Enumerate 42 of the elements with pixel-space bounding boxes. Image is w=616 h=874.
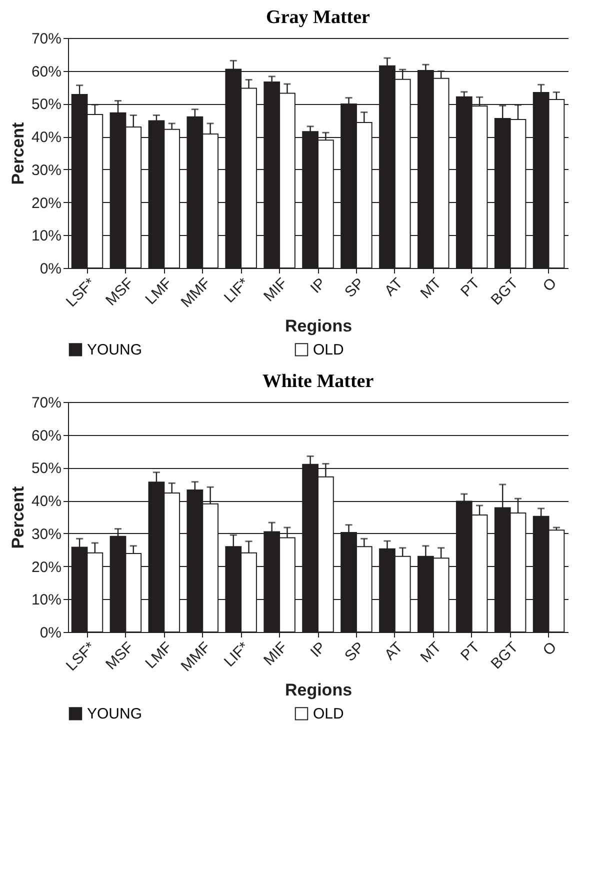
y-tick-label: 0% [40, 260, 62, 278]
x-tick-label: PT [458, 274, 484, 300]
y-axis-title: Percent [8, 122, 28, 185]
x-tick-label: SP [342, 274, 368, 301]
y-tick-label: 40% [31, 129, 62, 146]
x-axis-title: Regions [284, 316, 352, 336]
x-tick-label: AT [381, 638, 406, 664]
y-tick-label: 0% [40, 624, 62, 642]
y-tick-label: 40% [31, 493, 62, 510]
x-tick-label: MIF [260, 638, 291, 670]
y-tick-label: 20% [31, 194, 62, 212]
x-tick-label: SP [342, 638, 368, 665]
y-tick-label: 60% [31, 427, 62, 444]
y-tick-label: 30% [31, 162, 62, 179]
y-tick-label: 20% [31, 558, 62, 576]
y-axis-title: Percent [8, 486, 28, 549]
chart-title: Gray Matter [266, 7, 371, 28]
legend-label: OLD [313, 706, 344, 723]
x-tick-label: MT [417, 274, 445, 302]
x-tick-label: MT [417, 638, 445, 666]
y-tick-label: 10% [31, 228, 62, 245]
y-tick-label: 50% [31, 96, 62, 114]
legend-label: YOUNG [87, 706, 142, 723]
x-axis-title: Regions [284, 680, 352, 700]
y-tick-label: 60% [31, 63, 62, 80]
legend-label: YOUNG [87, 342, 142, 359]
x-tick-label: LIF* [220, 638, 252, 670]
x-tick-label: O [540, 638, 560, 660]
chart-title: White Matter [262, 371, 374, 392]
x-tick-label: LIF* [220, 274, 252, 306]
legend-label: OLD [313, 342, 344, 359]
y-tick-label: 70% [31, 394, 62, 412]
x-tick-label: MIF [260, 274, 291, 306]
y-tick-label: 50% [31, 460, 62, 478]
y-tick-label: 70% [31, 30, 62, 48]
x-tick-label: IP [307, 638, 330, 661]
y-tick-label: 10% [31, 592, 62, 609]
y-tick-label: 30% [31, 526, 62, 543]
x-tick-label: AT [381, 274, 406, 300]
x-tick-label: O [540, 274, 560, 296]
x-tick-label: PT [458, 638, 484, 664]
x-tick-label: IP [307, 274, 330, 297]
